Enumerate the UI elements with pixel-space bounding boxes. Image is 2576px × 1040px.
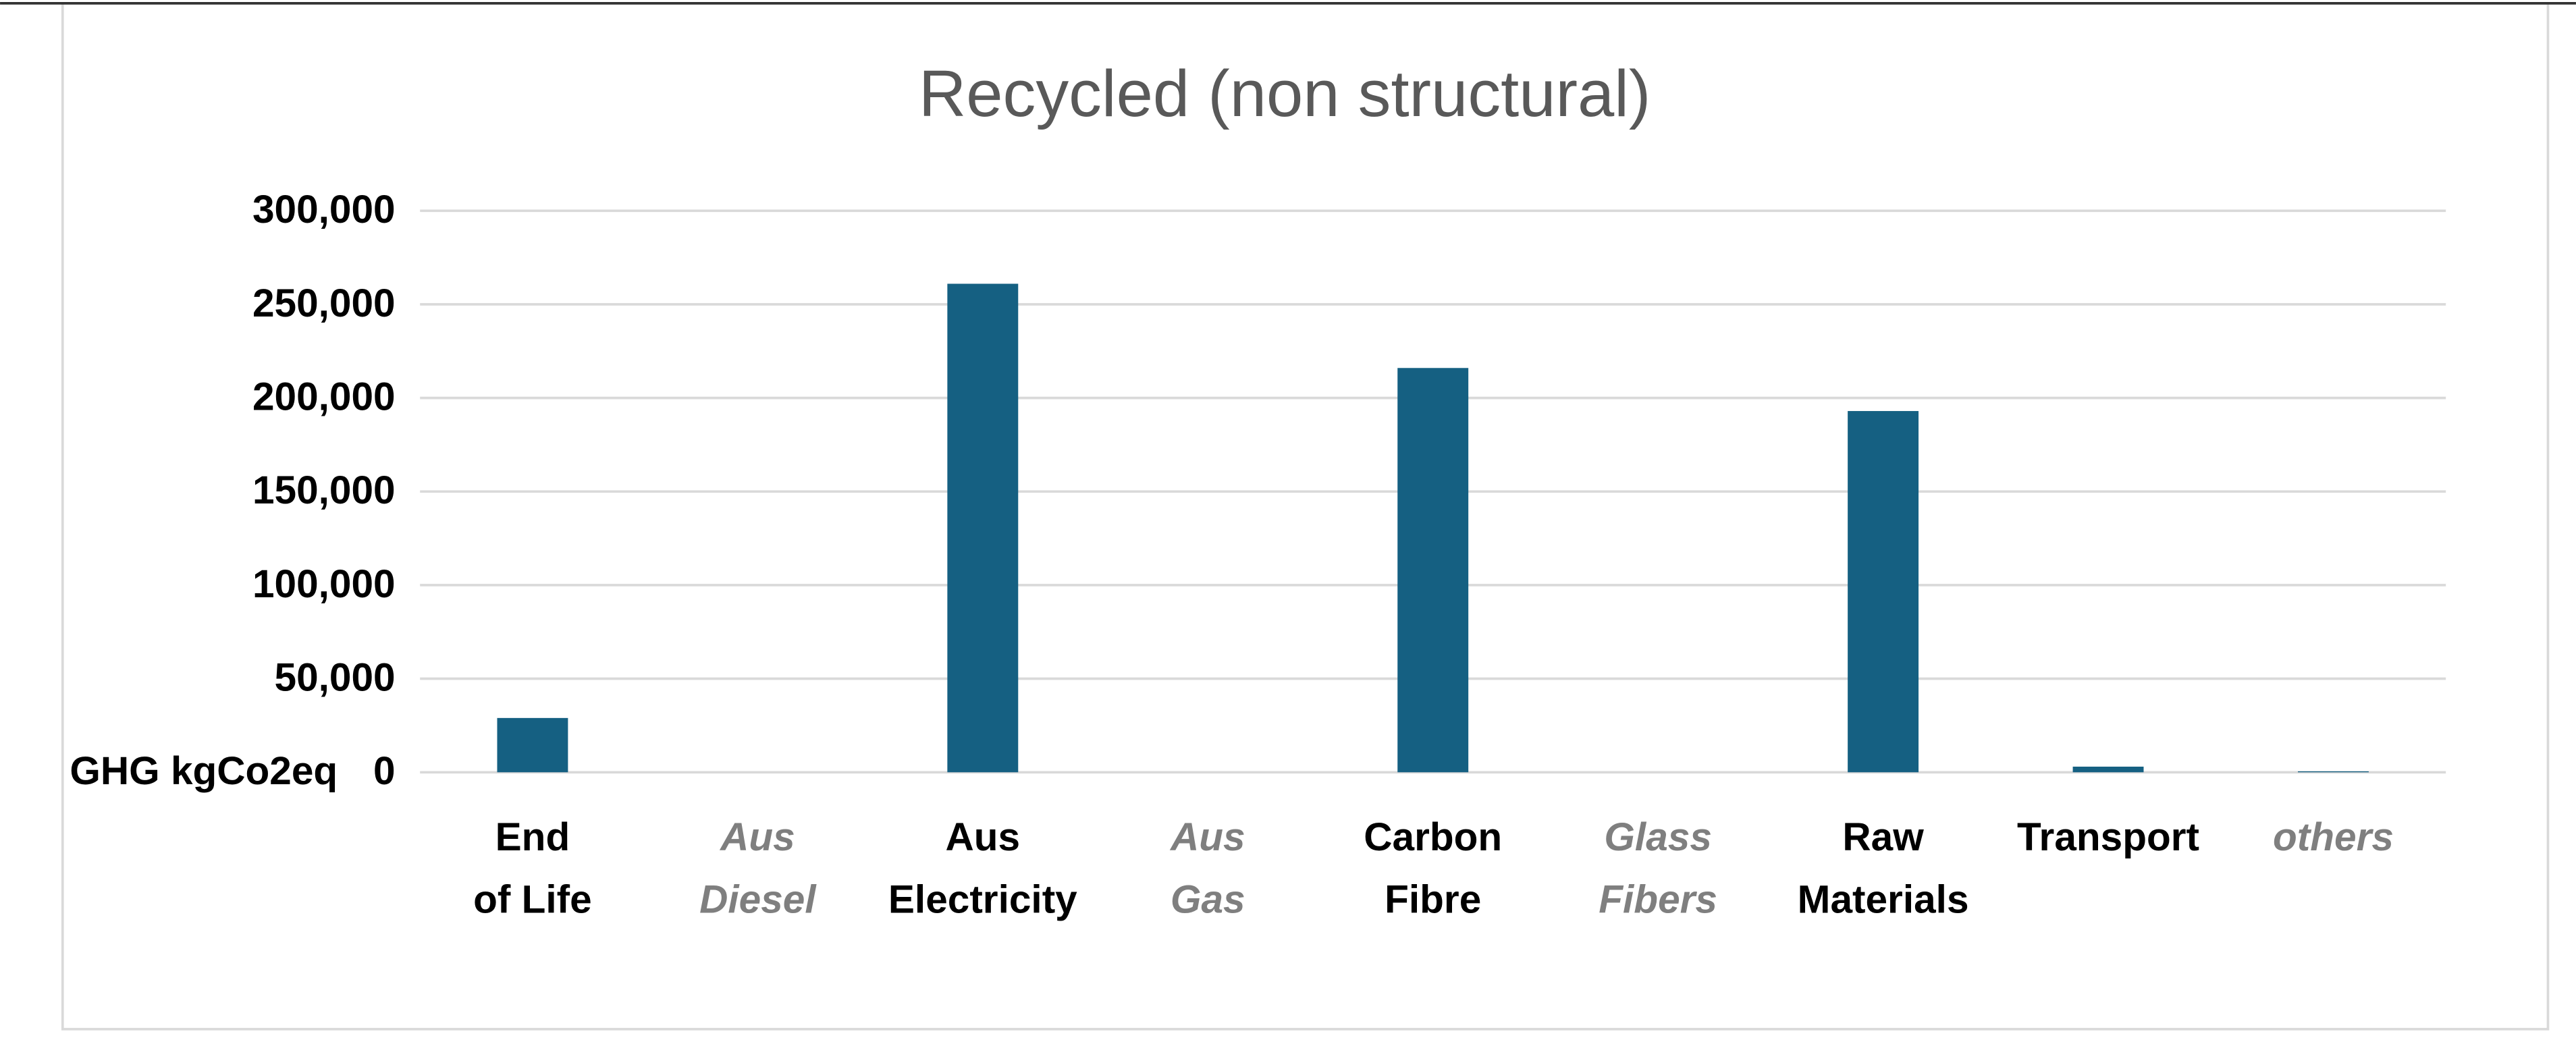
x-tick-label: others bbox=[2273, 815, 2394, 859]
x-tick-label: Diesel bbox=[699, 877, 817, 921]
bar bbox=[947, 283, 1019, 773]
x-tick-label: Electricity bbox=[888, 877, 1077, 921]
x-tick-label: Glass bbox=[1604, 815, 1712, 859]
bar bbox=[1848, 411, 1919, 773]
bar bbox=[497, 717, 568, 773]
x-tick-label: Gas bbox=[1171, 877, 1245, 921]
chart-border bbox=[61, 2, 2550, 1031]
x-tick-label: Aus bbox=[719, 815, 795, 859]
x-tick-label: Aus bbox=[946, 815, 1021, 859]
y-tick-label: 300,000 bbox=[252, 188, 396, 231]
x-tick-label: Aus bbox=[1169, 815, 1245, 859]
y-tick-label: 100,000 bbox=[252, 562, 396, 606]
x-tick-label: End bbox=[495, 815, 570, 859]
x-tick-label: Materials bbox=[1798, 877, 1969, 921]
bar bbox=[2298, 771, 2369, 773]
y-tick-label: 50,000 bbox=[275, 656, 396, 700]
x-tick-label: Transport bbox=[2017, 815, 2199, 859]
y-axis-label: GHG kgCo2eq bbox=[70, 749, 338, 793]
x-tick-label: Raw bbox=[1842, 815, 1924, 859]
bar bbox=[1397, 368, 1469, 773]
x-tick-label: of Life bbox=[473, 877, 592, 921]
bar bbox=[2072, 766, 2144, 773]
y-tick-label: 150,000 bbox=[252, 468, 396, 512]
x-tick-label: Fibers bbox=[1599, 877, 1717, 921]
y-tick-label: 250,000 bbox=[252, 281, 396, 325]
x-tick-label: Fibre bbox=[1385, 877, 1481, 921]
x-tick-label: Carbon bbox=[1364, 815, 1502, 859]
y-tick-label: 200,000 bbox=[252, 375, 396, 419]
chart-title: Recycled (non structural) bbox=[919, 57, 1651, 130]
y-tick-label: 0 bbox=[373, 749, 396, 793]
